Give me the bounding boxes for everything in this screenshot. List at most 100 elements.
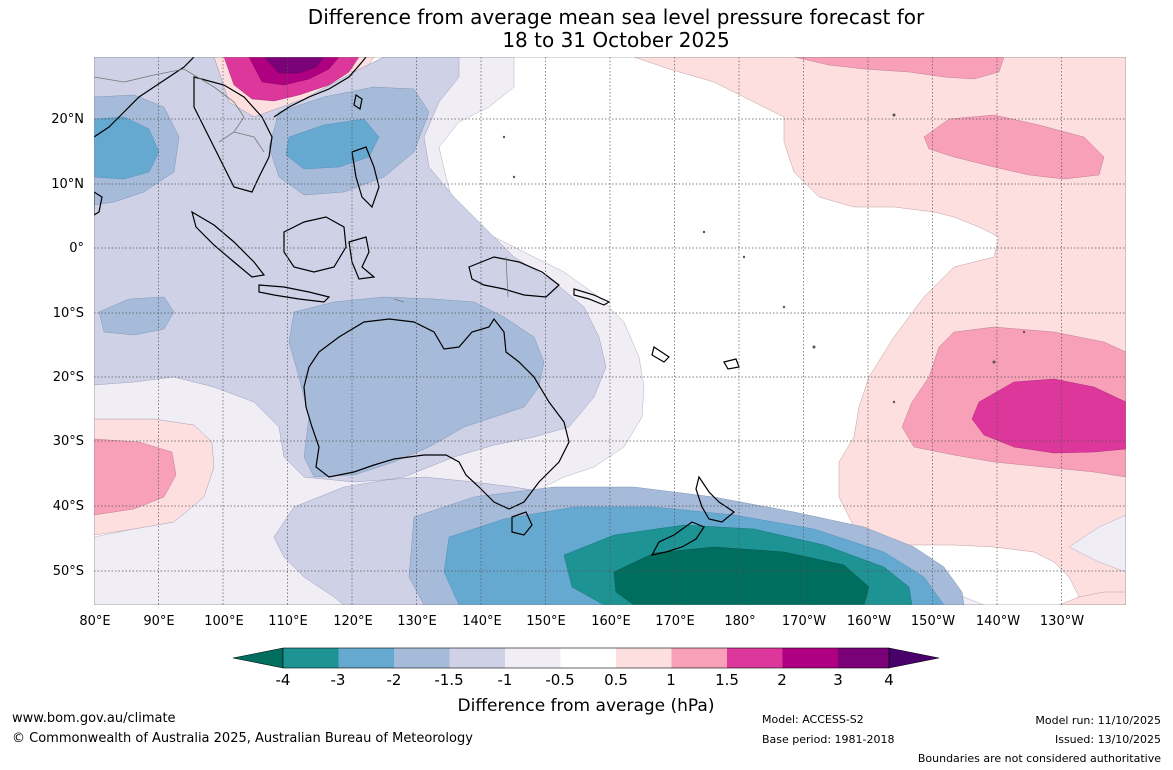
lon-label-170w: 170°W xyxy=(781,614,827,629)
pacific-islands xyxy=(502,113,1026,404)
coast-sumatra xyxy=(191,210,266,278)
coast-indochina xyxy=(193,76,273,193)
border-asia-1 xyxy=(94,68,215,88)
coastlines xyxy=(94,57,740,556)
colorbar-title: Difference from average (hPa) xyxy=(457,696,715,716)
colorbar-frame xyxy=(282,647,890,669)
lat-label-10s: 10°S xyxy=(52,306,84,321)
colorbar-tick-label: -3 xyxy=(330,671,346,689)
chart-title-line1: Difference from average mean sea level p… xyxy=(307,5,925,29)
country-borders xyxy=(94,68,509,303)
island-samoa xyxy=(812,345,816,349)
colorbar-extend-high xyxy=(888,647,939,669)
coast-nz-south xyxy=(650,521,705,556)
anomaly-pos-0.5-south-edge-east xyxy=(1058,591,1126,605)
colorbar-tick-label: 1.5 xyxy=(715,671,739,689)
coast-sulawesi xyxy=(348,236,376,280)
colorbar-tick-label: -4 xyxy=(275,671,291,689)
coast-taiwan xyxy=(353,94,363,110)
colorbar-bin-7 xyxy=(616,648,672,668)
lon-label-90e: 90°E xyxy=(143,614,175,629)
anomaly-pos-0.5-ne-pacific xyxy=(633,57,1126,605)
lon-label-170e: 170°E xyxy=(655,614,695,629)
lat-label-50s: 50°S xyxy=(52,564,84,579)
colorbar-bin-11 xyxy=(838,648,889,668)
lon-label-140e: 140°E xyxy=(462,614,502,629)
lat-label-20n: 20°N xyxy=(51,112,84,127)
colorbar xyxy=(233,647,939,669)
lon-label-120e: 120°E xyxy=(333,614,373,629)
coast-new-caledonia xyxy=(651,346,670,363)
lon-label-160e: 160°E xyxy=(591,614,631,629)
lon-label-150e: 150°E xyxy=(526,614,566,629)
chart-title-line2: 18 to 31 October 2025 xyxy=(502,28,730,52)
coast-solomons xyxy=(573,288,611,306)
colorbar-tick-label: -0.5 xyxy=(545,671,575,689)
anomaly-pos-1-north-band xyxy=(793,57,1005,80)
lon-label-130w: 130°W xyxy=(1039,614,1085,629)
coast-java xyxy=(258,284,331,303)
colorbar-bin-9 xyxy=(727,648,783,668)
lon-label-130e: 130°E xyxy=(397,614,437,629)
island-hawaii xyxy=(892,113,896,117)
island-tuvalu xyxy=(782,305,786,309)
colorbar-bin-4 xyxy=(449,648,505,668)
coast-tasmania xyxy=(511,511,533,536)
website-link[interactable]: www.bom.gov.au/climate xyxy=(12,711,176,726)
colorbar-tick-label: 2 xyxy=(777,671,787,689)
lat-label-0: 0° xyxy=(69,241,84,256)
coast-fiji xyxy=(723,358,740,370)
lon-label-80e: 80°E xyxy=(79,614,111,629)
island-marquesas xyxy=(1022,330,1026,334)
lon-label-110e: 110°E xyxy=(268,614,308,629)
anomaly-pos-1-hawaii xyxy=(923,114,1105,180)
model-run-date: Model run: 11/10/2025 xyxy=(1035,714,1161,727)
colorbar-bin-10 xyxy=(782,648,838,668)
colorbar-tick-label: -1.5 xyxy=(434,671,464,689)
coast-australia xyxy=(303,317,570,510)
colorbar-bin-5 xyxy=(505,648,561,668)
lat-label-20s: 20°S xyxy=(52,370,84,385)
coast-china-east xyxy=(273,57,367,118)
colorbar-tick-label: 3 xyxy=(833,671,843,689)
colorbar-tick-label: -2 xyxy=(386,671,402,689)
anomaly-neg-4-south xyxy=(613,546,870,605)
anomaly-neg-2-north-west xyxy=(94,116,160,180)
anomaly-pos-1-indian xyxy=(94,438,177,516)
coast-new-guinea xyxy=(468,256,560,298)
coast-nz-north xyxy=(695,475,736,523)
lon-label-100e: 100°E xyxy=(204,614,244,629)
border-png xyxy=(505,256,509,298)
border-asia-2 xyxy=(213,86,245,143)
colorbar-tick-label: -1 xyxy=(497,671,513,689)
lon-label-180: 180° xyxy=(724,614,756,629)
model-name: Model: ACCESS-S2 xyxy=(762,713,864,726)
border-asia-3 xyxy=(233,131,265,153)
island-marshall xyxy=(702,230,706,234)
colorbar-bin-3 xyxy=(394,648,450,668)
anomaly-neg-1.5-indian-north xyxy=(98,296,175,336)
coast-borneo xyxy=(283,216,347,273)
anomaly-pos-3-china xyxy=(263,57,325,74)
copyright: © Commonwealth of Australia 2025, Austra… xyxy=(12,731,473,746)
lat-label-30s: 30°S xyxy=(52,434,84,449)
coast-philippines xyxy=(351,146,380,209)
lat-label-40s: 40°S xyxy=(52,499,84,514)
anomaly-map xyxy=(94,57,1126,605)
colorbar-extend-low xyxy=(233,647,284,669)
island-cook xyxy=(892,400,896,404)
colorbar-bin-1 xyxy=(283,648,339,668)
gridlines xyxy=(94,57,1126,605)
island-caroline xyxy=(512,175,516,179)
issued-date: Issued: 13/10/2025 xyxy=(1054,733,1161,746)
island-marianas xyxy=(502,135,506,139)
island-tahiti xyxy=(992,360,996,364)
anomaly-neg-2-philippine xyxy=(285,118,380,170)
colorbar-tick-label: 1 xyxy=(666,671,676,689)
lon-label-150w: 150°W xyxy=(910,614,956,629)
coast-india-east xyxy=(94,57,195,138)
colorbar-bin-6 xyxy=(560,648,616,668)
colorbar-tick-label: 4 xyxy=(884,671,894,689)
border-timor xyxy=(393,298,405,303)
coast-sri-lanka xyxy=(94,191,103,216)
